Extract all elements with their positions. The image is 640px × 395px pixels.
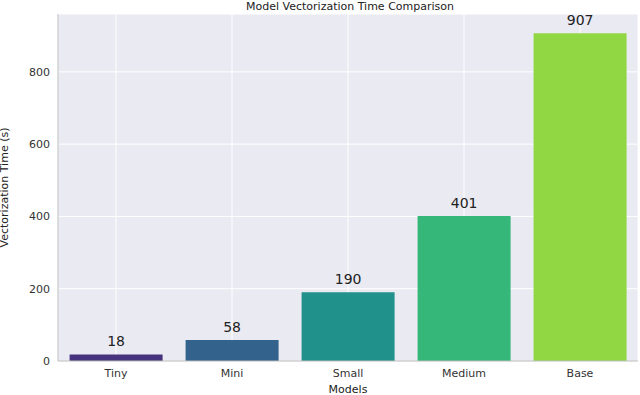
svg-text:400: 400 [29, 210, 50, 223]
svg-text:Medium: Medium [442, 367, 486, 380]
svg-text:18: 18 [107, 333, 125, 349]
svg-text:200: 200 [29, 283, 50, 296]
svg-text:600: 600 [29, 138, 50, 151]
svg-text:0: 0 [43, 355, 50, 368]
svg-text:800: 800 [29, 66, 50, 79]
svg-text:Mini: Mini [221, 367, 244, 380]
html-text:Model Vectorization Time Compa: Model Vectorization Time Comparison [246, 0, 454, 13]
svg-text:Models: Models [329, 383, 368, 395]
svg-text:Tiny: Tiny [104, 367, 128, 380]
svg-text:58: 58 [223, 319, 241, 335]
svg-text:Small: Small [333, 367, 364, 380]
svg-text:Vectorization Time (s): Vectorization Time (s) [8, 128, 11, 248]
svg-text:401: 401 [451, 195, 478, 211]
svg-text:Base: Base [567, 367, 594, 380]
svg-text:907: 907 [567, 14, 594, 28]
svg-text:190: 190 [335, 271, 362, 287]
